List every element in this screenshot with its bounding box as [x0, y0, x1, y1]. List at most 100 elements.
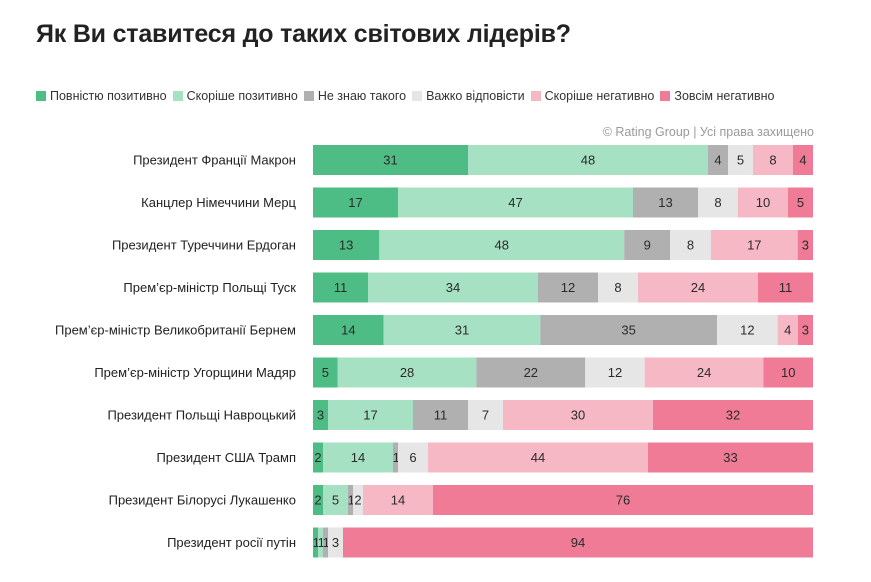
bar-segment-fully-positive	[313, 272, 368, 303]
data-label: 2	[314, 493, 321, 508]
bar-segment-rather-positive	[323, 442, 393, 473]
category-label: Канцлер Німеччини Мерц	[141, 195, 296, 210]
bar-segment-unknown	[393, 442, 398, 473]
data-label: 24	[691, 280, 705, 295]
data-label: 31	[455, 323, 469, 338]
bar-segment-fully-negative	[797, 230, 813, 260]
bar-segment-rather-positive	[379, 230, 625, 260]
data-label: 1	[323, 535, 330, 550]
bar-segment-fully-positive	[313, 187, 398, 218]
data-label: 22	[524, 365, 538, 380]
legend-swatch	[530, 91, 541, 101]
data-label: 2	[354, 493, 361, 508]
category-label: Президент Білорусі Лукашенко	[109, 493, 296, 508]
bar-segment-fully-negative	[793, 145, 813, 175]
data-label: 8	[714, 195, 721, 210]
legend-label: Скоріше позитивно	[186, 89, 298, 103]
data-label: 47	[508, 195, 522, 210]
data-label: 48	[495, 238, 509, 253]
bar-segment-rather-negative	[363, 485, 433, 515]
bar-segment-rather-negative	[753, 145, 793, 175]
data-label: 3	[802, 323, 809, 338]
data-label: 5	[737, 153, 744, 168]
data-label: 14	[351, 450, 365, 465]
bar-segment-fully-positive	[313, 315, 384, 345]
data-label: 10	[756, 195, 770, 210]
legend-item-fully-positive: Повністю позитивно	[36, 89, 167, 103]
category-label: Президент Туреччини Ердоган	[112, 238, 296, 253]
data-label: 12	[740, 323, 754, 338]
legend-item-unknown: Не знаю такого	[303, 89, 406, 103]
bar-segment-hard-to-say	[398, 442, 428, 473]
data-label: 6	[409, 450, 416, 465]
bar-segment-unknown	[476, 357, 586, 388]
data-label: 48	[581, 153, 595, 168]
data-label: 8	[614, 280, 621, 295]
data-label: 34	[446, 280, 460, 295]
data-label: 8	[769, 153, 776, 168]
data-label: 24	[697, 365, 711, 380]
bar-segment-fully-negative	[758, 272, 813, 303]
data-label: 3	[802, 238, 809, 253]
data-label: 1	[313, 535, 320, 550]
bar-segment-hard-to-say	[698, 187, 738, 218]
bar-segment-fully-negative	[343, 527, 813, 558]
bar-segment-hard-to-say	[598, 272, 638, 303]
bar-segment-rather-positive	[328, 400, 413, 430]
bar-segment-rather-positive	[383, 315, 541, 345]
bar-segment-fully-positive	[313, 230, 380, 260]
chart-legend: Повністю позитивно Скоріше позитивно Не …	[36, 89, 781, 103]
data-label: 32	[726, 408, 740, 423]
bar-segment-fully-negative	[648, 442, 813, 473]
data-label: 3	[317, 408, 324, 423]
data-label: 11	[334, 280, 348, 295]
bar-segment-fully-positive	[313, 527, 318, 558]
data-label: 31	[383, 153, 397, 168]
bar-segment-rather-positive	[337, 357, 477, 388]
bar-segment-rather-positive	[318, 527, 323, 558]
data-label: 14	[391, 493, 405, 508]
data-label: 3	[332, 535, 339, 550]
bar-segment-hard-to-say	[353, 485, 363, 515]
chart-title: Як Ви ставитеся до таких світових лідері…	[36, 20, 571, 48]
legend-swatch	[660, 91, 671, 101]
data-label: 4	[799, 153, 806, 168]
data-label: 7	[482, 408, 489, 423]
data-label: 11	[779, 280, 793, 295]
bar-segment-fully-positive	[313, 485, 323, 515]
legend-swatch	[412, 91, 423, 101]
bar-segment-unknown	[538, 272, 598, 303]
data-label: 11	[434, 408, 448, 423]
bar-segment-rather-negative	[777, 315, 798, 345]
bar-segment-rather-negative	[503, 400, 653, 430]
data-label: 5	[322, 365, 329, 380]
bar-segment-unknown	[633, 187, 698, 218]
bar-segment-unknown	[708, 145, 728, 175]
bar-segment-fully-negative	[653, 400, 813, 430]
data-label: 8	[687, 238, 694, 253]
bar-segment-fully-positive	[313, 442, 323, 473]
legend-swatch	[36, 91, 46, 101]
data-label: 94	[571, 535, 585, 550]
legend-label: Важко відповісти	[426, 89, 525, 103]
data-label: 44	[531, 450, 545, 465]
category-label: Прем’єр-міністр Угорщини Мадяр	[94, 365, 296, 380]
legend-label: Скоріше негативно	[544, 89, 655, 103]
category-label: Прем’єр-міністр Польщі Туск	[123, 280, 296, 295]
data-label: 5	[332, 493, 339, 508]
bar-segment-fully-negative	[797, 315, 813, 345]
bar-segment-fully-positive	[313, 400, 328, 430]
bar-segment-rather-negative	[738, 187, 788, 218]
data-label: 9	[644, 238, 651, 253]
bar-segment-unknown	[624, 230, 671, 260]
bar-segment-fully-positive	[313, 145, 468, 175]
data-label: 30	[571, 408, 585, 423]
bar-segment-rather-positive	[323, 485, 348, 515]
data-label: 76	[616, 493, 630, 508]
data-label: 12	[608, 365, 622, 380]
data-label: 1	[318, 535, 325, 550]
legend-swatch	[172, 91, 183, 101]
data-label: 4	[714, 153, 721, 168]
bar-segment-hard-to-say	[717, 315, 778, 345]
data-label: 17	[747, 238, 761, 253]
